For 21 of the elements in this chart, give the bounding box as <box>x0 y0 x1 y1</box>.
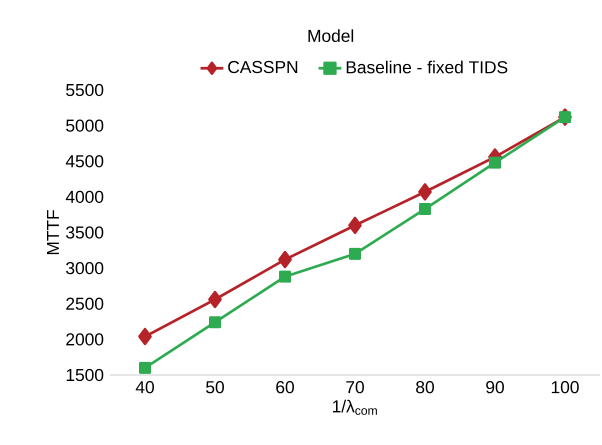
x-axis-title: 1/λ$_{com}$ <box>332 400 377 415</box>
y-axis-title: MTTF <box>47 210 59 254</box>
x-tick-label: 50 <box>206 381 224 394</box>
x-tick-label: 70 <box>346 381 364 394</box>
y-tick-label: 3500 <box>66 226 104 239</box>
legend-title: Model <box>308 29 354 42</box>
x-tick-label: 40 <box>136 381 154 394</box>
x-tick-label: 90 <box>486 381 504 394</box>
y-tick-label: 4500 <box>66 155 104 168</box>
y-tick-label: 1500 <box>66 368 104 382</box>
x-tick-label: 80 <box>416 381 434 394</box>
y-tick-label: 3000 <box>66 262 104 274</box>
y-tick-label: 4000 <box>66 190 104 203</box>
y-tick-label: 5000 <box>66 119 104 132</box>
x-tick-label: 100 <box>552 381 579 394</box>
legend-label: CASSPN <box>228 60 298 74</box>
y-tick-label: 2500 <box>66 298 104 310</box>
y-tick-label: 5500 <box>66 84 104 96</box>
y-tick-label: 2000 <box>66 333 104 346</box>
x-tick-label: 60 <box>276 381 294 394</box>
legend-label: Baseline - fixed TIDS <box>346 60 508 74</box>
